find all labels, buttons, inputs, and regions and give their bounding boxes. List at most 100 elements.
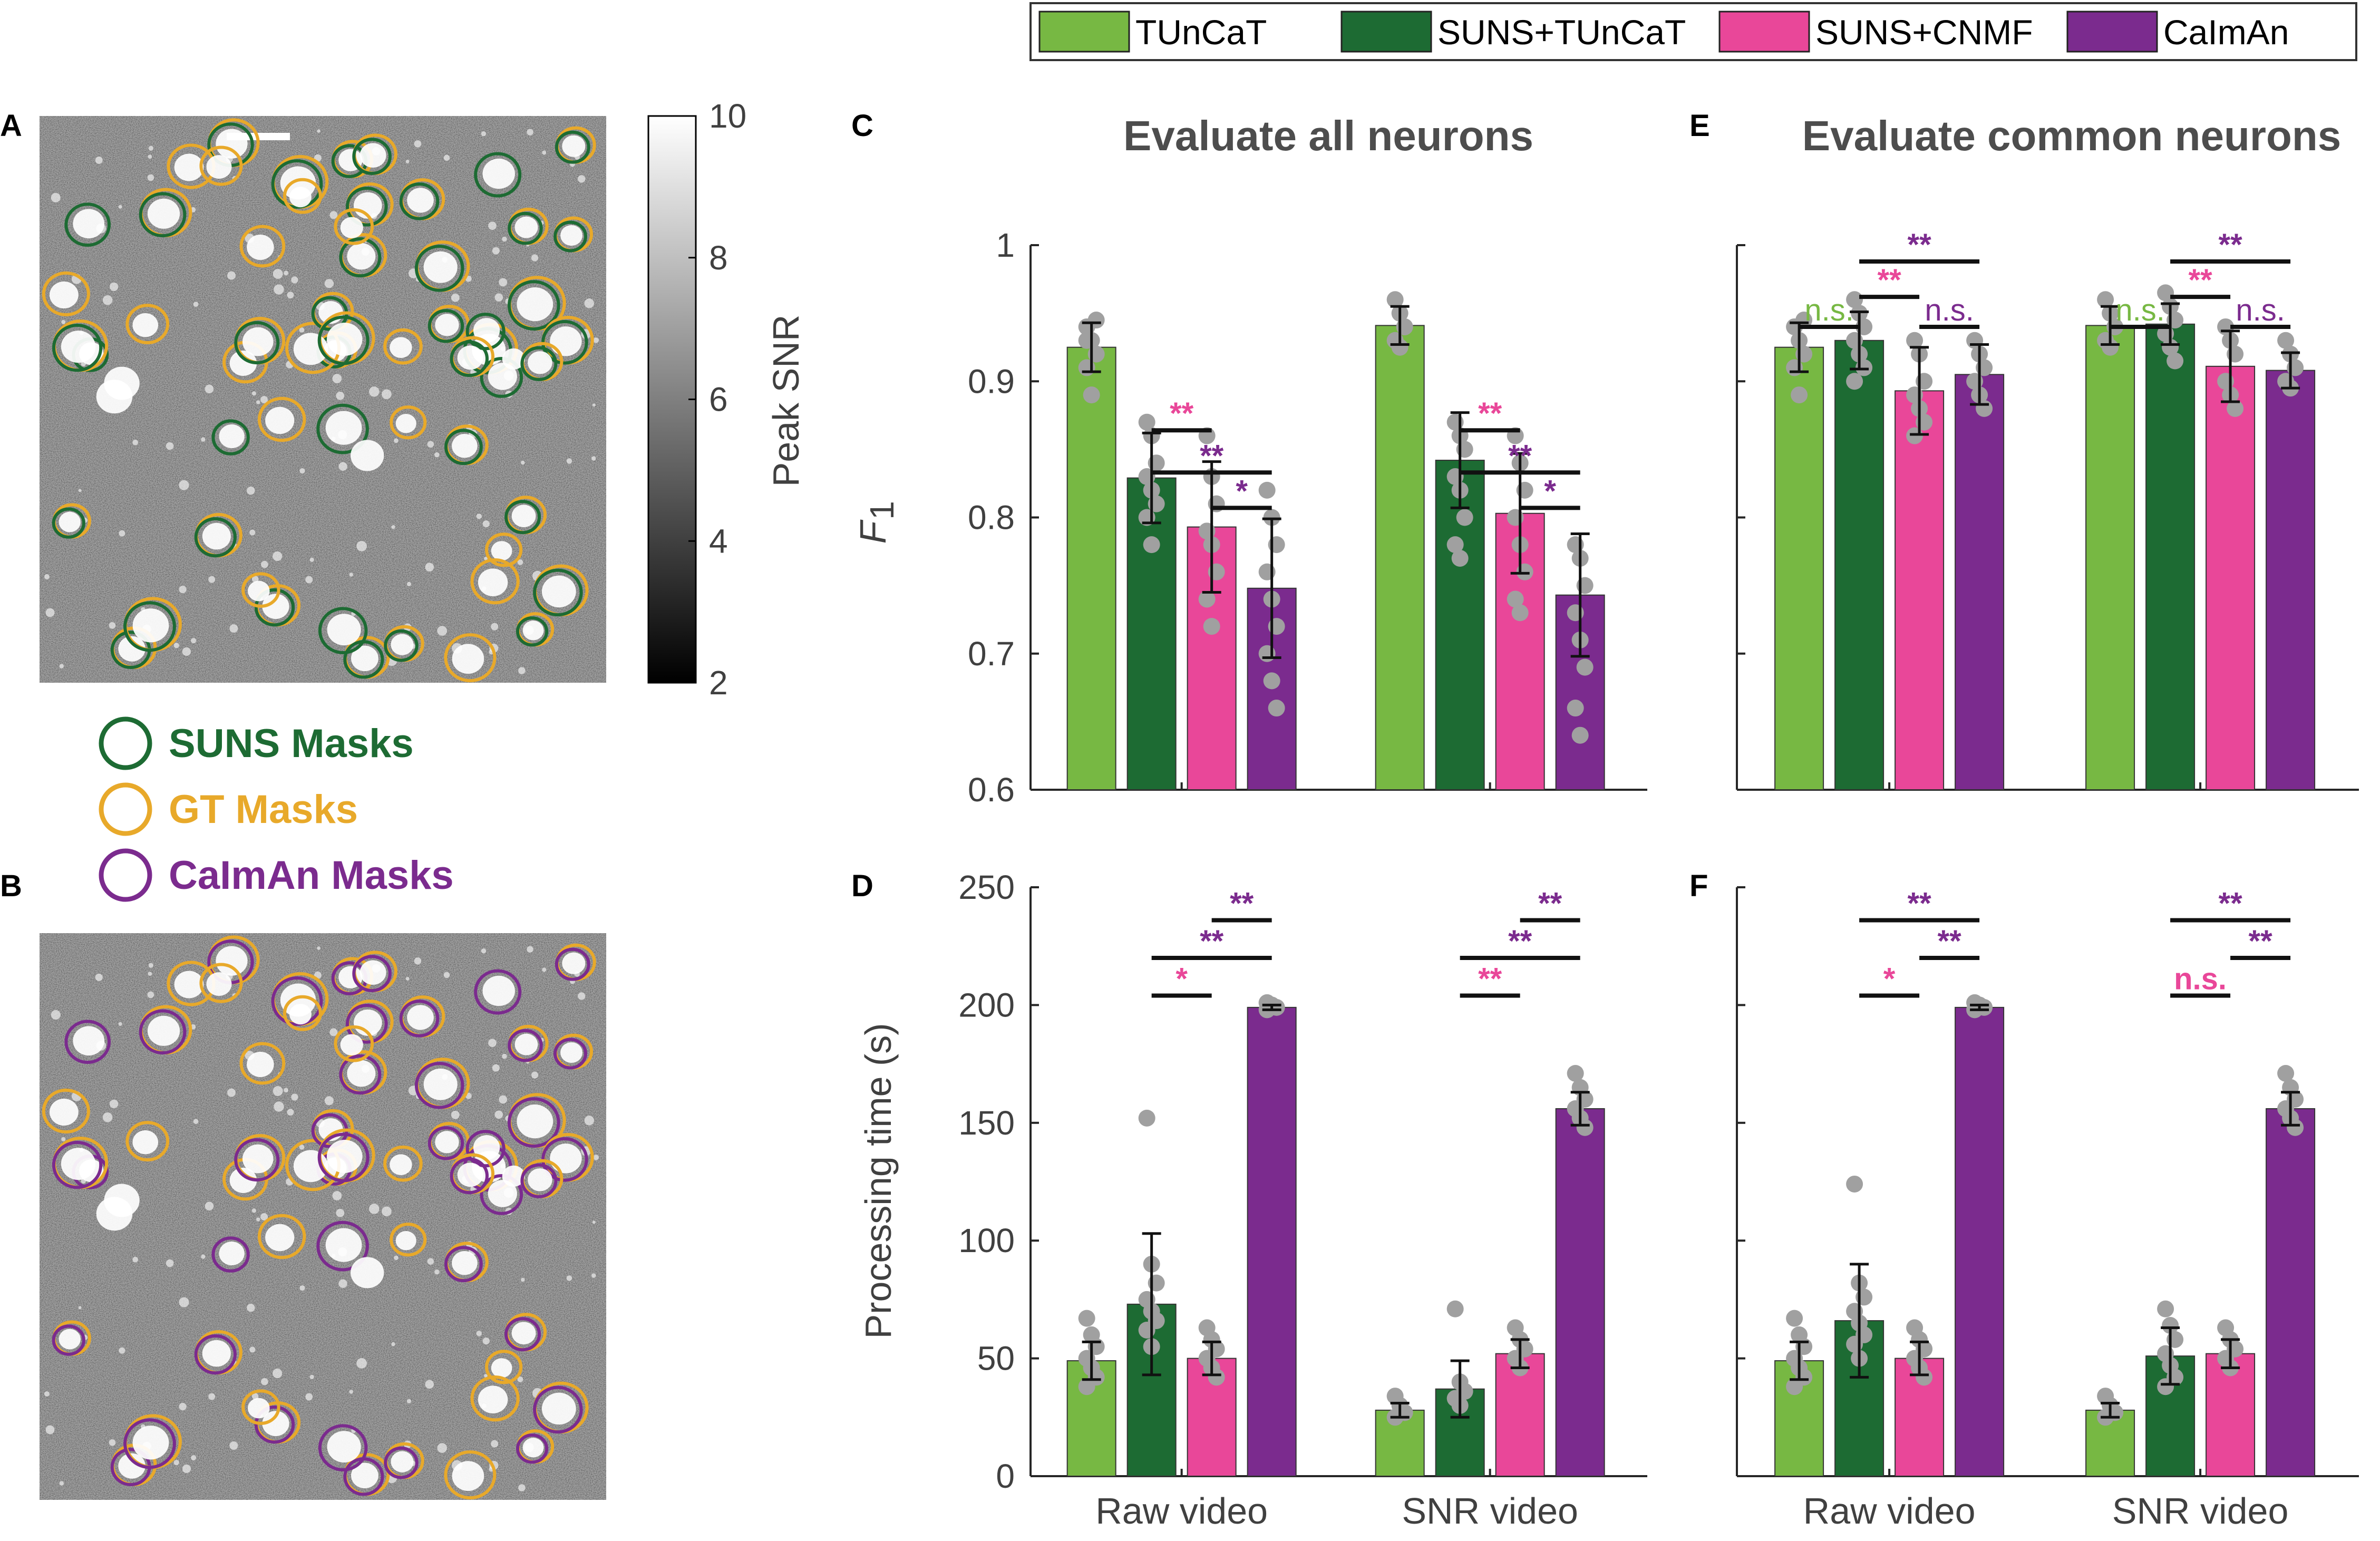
data-point xyxy=(1078,1310,1095,1327)
panel-label-e: E xyxy=(1689,109,1710,143)
colorbar-ticks: 10 8 6 4 2 xyxy=(688,97,746,702)
bright-speck xyxy=(45,608,55,617)
neuron-soma xyxy=(522,1438,544,1458)
caiman-mask-outline xyxy=(194,1334,237,1375)
bright-speck xyxy=(299,1145,305,1150)
bar xyxy=(1435,460,1485,790)
bright-speck xyxy=(592,403,596,407)
neuron-soma xyxy=(206,155,232,179)
bright-speck xyxy=(531,1071,539,1079)
caiman-mask-outline xyxy=(428,1126,464,1160)
neuron-image-b xyxy=(40,933,606,1500)
bright-speck xyxy=(451,293,460,302)
neuron-image-a xyxy=(40,116,606,683)
legend-swatch-2 xyxy=(1718,11,1810,53)
bright-speck xyxy=(291,276,298,284)
significance-label: ** xyxy=(1230,887,1254,921)
bar xyxy=(2085,1409,2135,1477)
bright-speck xyxy=(591,456,596,461)
neuron-soma xyxy=(502,348,525,370)
neuron-soma xyxy=(360,960,386,985)
y-axis-label: F xyxy=(852,519,893,544)
caiman-mask-outline xyxy=(465,1130,506,1168)
panel-label-a: A xyxy=(0,109,22,143)
bright-speck xyxy=(284,1088,289,1093)
bright-speck xyxy=(45,1425,55,1435)
neuron-soma xyxy=(132,313,159,337)
neuron-soma xyxy=(517,1104,553,1139)
y-tick-label: 1 xyxy=(996,226,1015,264)
bright-speck xyxy=(109,622,116,629)
data-point xyxy=(2167,352,2184,370)
suns-mask-outline xyxy=(428,309,464,343)
gt-mask-outline xyxy=(485,1350,523,1384)
caiman-mask-outline xyxy=(555,947,590,981)
bright-speck xyxy=(437,1443,448,1453)
bright-speck xyxy=(261,1378,268,1385)
bright-speck xyxy=(324,279,334,288)
bright-speck xyxy=(118,1022,122,1026)
suns-mask-outline xyxy=(508,211,543,245)
neuron-soma xyxy=(528,1168,552,1191)
neuron-soma xyxy=(390,337,412,358)
bright-speck xyxy=(405,976,410,981)
neuron-soma xyxy=(248,580,270,602)
bright-speck xyxy=(109,282,119,292)
colorbar-label: Peak SNR xyxy=(765,315,807,487)
bar xyxy=(1895,390,1945,790)
bright-speck xyxy=(527,129,533,135)
bright-speck xyxy=(437,626,448,636)
data-point xyxy=(1791,386,1808,404)
bright-speck xyxy=(356,1358,367,1369)
legend-label-3: CaImAn xyxy=(2163,13,2289,52)
neuron-soma xyxy=(326,322,363,356)
bright-speck xyxy=(249,529,256,536)
y-tick-label: 0.8 xyxy=(968,499,1015,537)
bright-speck xyxy=(332,1191,342,1200)
bright-speck xyxy=(406,1399,412,1403)
bright-speck xyxy=(520,1277,525,1282)
neuron-soma xyxy=(390,1154,412,1176)
significance-label: ** xyxy=(1200,439,1224,473)
neuron-soma xyxy=(247,234,274,260)
bright-speck xyxy=(329,1028,338,1036)
panel-label-b: B xyxy=(0,869,22,903)
bright-speck xyxy=(251,1393,259,1400)
bright-speck xyxy=(78,1306,82,1310)
caiman-mask-outline xyxy=(139,1009,187,1055)
bright-speck xyxy=(451,1110,460,1119)
data-point xyxy=(1198,590,1216,608)
neuron-soma xyxy=(491,541,512,561)
neuron-soma xyxy=(452,1461,484,1491)
bright-speck xyxy=(443,154,450,161)
suns-mask-outline xyxy=(139,192,187,238)
bright-speck xyxy=(191,638,197,644)
neuron-soma xyxy=(511,505,536,528)
data-point xyxy=(2162,1317,2179,1334)
bright-speck xyxy=(414,957,422,965)
bright-speck xyxy=(491,1440,499,1448)
data-point xyxy=(1078,1378,1095,1395)
chart-title: Evaluate all neurons xyxy=(1123,112,1533,159)
bar xyxy=(1774,346,1824,790)
bright-speck xyxy=(518,1484,526,1491)
bright-speck xyxy=(148,972,152,976)
neuron-soma xyxy=(560,1042,583,1063)
gt-mask-outline xyxy=(42,1088,90,1134)
bright-speck xyxy=(482,1338,490,1345)
bright-speck xyxy=(193,1119,199,1125)
suns-mask-outline xyxy=(444,429,483,466)
bright-speck xyxy=(227,1088,236,1097)
neuron-soma xyxy=(482,158,515,189)
gt-mask-outline xyxy=(241,572,280,608)
neuron-soma xyxy=(351,1462,378,1489)
suns-mask-outline xyxy=(480,357,523,398)
bright-speck xyxy=(51,1010,61,1020)
neuron-soma xyxy=(473,1135,500,1160)
suns-mask-outline xyxy=(474,152,522,198)
significance-label: ** xyxy=(1170,396,1194,431)
bright-speck xyxy=(476,513,482,519)
chart-f-processing-time-common: Raw video SNR video*********n.s. xyxy=(1736,886,2359,1532)
bright-speck xyxy=(425,1380,434,1389)
